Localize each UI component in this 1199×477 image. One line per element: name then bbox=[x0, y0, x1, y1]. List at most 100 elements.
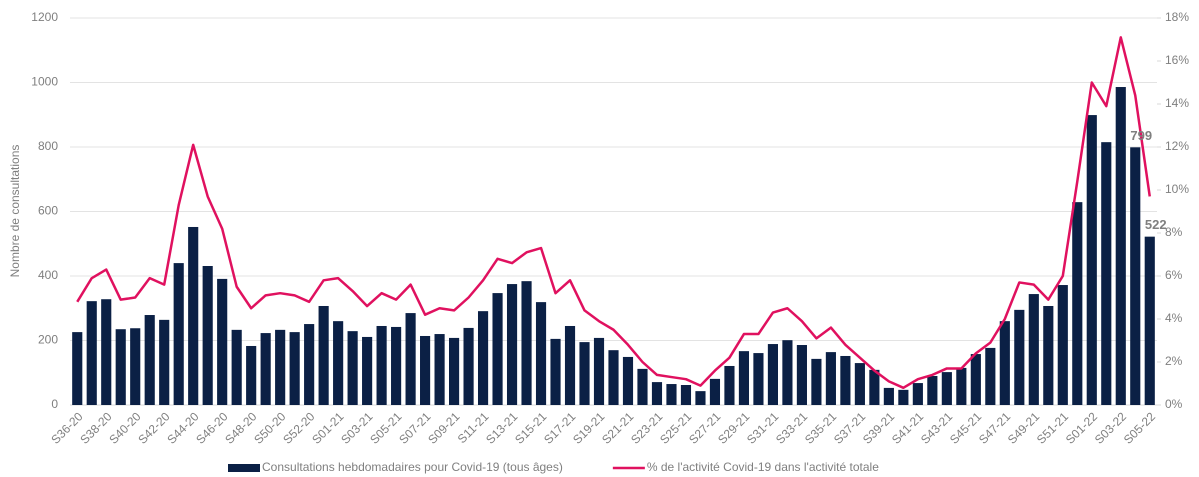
bar bbox=[883, 387, 894, 405]
bar bbox=[651, 382, 663, 405]
bar bbox=[898, 389, 909, 405]
bar bbox=[738, 351, 750, 405]
bar bbox=[796, 345, 807, 405]
data-label: 799 bbox=[1130, 128, 1152, 143]
bar bbox=[535, 302, 547, 405]
y2-tick-label: 18% bbox=[1165, 10, 1189, 24]
bar bbox=[1101, 142, 1112, 405]
bar bbox=[782, 340, 793, 405]
x-tick-label: S05-22 bbox=[1121, 409, 1158, 446]
bar bbox=[449, 337, 460, 405]
bar bbox=[405, 313, 416, 405]
legend-label: Consultations hebdomadaires pour Covid-1… bbox=[262, 460, 563, 474]
legend-label: % de l'activité Covid-19 dans l'activité… bbox=[647, 460, 879, 474]
bar bbox=[622, 356, 634, 405]
bar bbox=[869, 369, 880, 405]
bar bbox=[304, 324, 315, 405]
x-tick-label: S09-21 bbox=[425, 409, 462, 446]
bar bbox=[709, 378, 721, 405]
bar bbox=[680, 385, 692, 405]
bar bbox=[1043, 305, 1054, 405]
bar bbox=[492, 293, 503, 405]
y2-tick-label: 10% bbox=[1165, 182, 1189, 196]
bar bbox=[521, 281, 532, 405]
bar bbox=[1057, 285, 1068, 405]
bar bbox=[724, 365, 735, 405]
bar bbox=[985, 347, 996, 405]
legend-swatch bbox=[228, 464, 260, 472]
y-tick-label: 600 bbox=[38, 204, 58, 218]
bar bbox=[854, 363, 865, 405]
data-label: 522 bbox=[1145, 217, 1167, 232]
y-axis-title: Nombre de consultations bbox=[8, 145, 22, 278]
bar bbox=[188, 226, 199, 405]
y2-tick-label: 16% bbox=[1165, 53, 1189, 67]
x-tick-label: S38-20 bbox=[77, 409, 114, 446]
bar bbox=[912, 383, 923, 405]
bar bbox=[246, 345, 257, 405]
bar bbox=[1072, 202, 1083, 405]
bar bbox=[927, 375, 938, 405]
bar bbox=[970, 354, 981, 405]
bar bbox=[840, 355, 851, 405]
bar bbox=[767, 344, 778, 405]
x-tick-label: S25-21 bbox=[657, 409, 694, 446]
bar bbox=[202, 266, 213, 405]
bar bbox=[1144, 236, 1155, 405]
bar bbox=[564, 325, 576, 405]
y2-tick-label: 2% bbox=[1165, 354, 1183, 368]
bar bbox=[506, 284, 518, 405]
bar bbox=[159, 319, 170, 405]
bar bbox=[637, 368, 648, 405]
y2-tick-label: 4% bbox=[1165, 311, 1183, 325]
bar bbox=[362, 336, 373, 405]
bar bbox=[115, 329, 126, 405]
bar bbox=[434, 334, 445, 405]
bar bbox=[217, 278, 228, 405]
bar bbox=[999, 321, 1010, 405]
bar bbox=[289, 332, 300, 405]
bar bbox=[579, 342, 590, 405]
y-tick-label: 1000 bbox=[31, 75, 58, 89]
bar bbox=[420, 335, 431, 405]
bar bbox=[275, 329, 286, 405]
bar bbox=[550, 338, 561, 405]
bar bbox=[231, 329, 242, 405]
bar bbox=[333, 321, 344, 405]
bar bbox=[130, 328, 141, 405]
bar bbox=[72, 332, 83, 405]
bar bbox=[1028, 294, 1039, 405]
y-tick-label: 400 bbox=[38, 268, 58, 282]
bar bbox=[376, 325, 387, 405]
y-tick-label: 200 bbox=[38, 333, 58, 347]
bar bbox=[1130, 147, 1141, 405]
y2-tick-label: 8% bbox=[1165, 225, 1183, 239]
bar bbox=[1115, 87, 1126, 405]
y-tick-label: 1200 bbox=[31, 10, 58, 24]
bar bbox=[825, 352, 836, 405]
bar bbox=[477, 311, 489, 405]
bar bbox=[391, 326, 402, 405]
bar bbox=[666, 384, 677, 405]
bar bbox=[260, 333, 271, 405]
bar bbox=[1086, 115, 1097, 405]
bar bbox=[463, 327, 474, 405]
bar bbox=[173, 263, 184, 405]
bar bbox=[695, 391, 706, 405]
line bbox=[76, 36, 1151, 390]
y-tick-label: 800 bbox=[38, 139, 58, 153]
y2-tick-label: 12% bbox=[1165, 139, 1189, 153]
bar bbox=[144, 315, 155, 405]
y2-tick-label: 0% bbox=[1165, 397, 1183, 411]
bar bbox=[956, 367, 967, 405]
y2-tick-label: 6% bbox=[1165, 268, 1183, 282]
bar bbox=[318, 305, 329, 405]
y-tick-label: 0 bbox=[51, 397, 58, 411]
bar bbox=[593, 337, 605, 405]
y2-tick-label: 14% bbox=[1165, 96, 1189, 110]
x-tick-label: S01-22 bbox=[1063, 409, 1100, 446]
bar bbox=[608, 350, 619, 405]
bar bbox=[347, 331, 358, 405]
bar bbox=[811, 358, 822, 405]
